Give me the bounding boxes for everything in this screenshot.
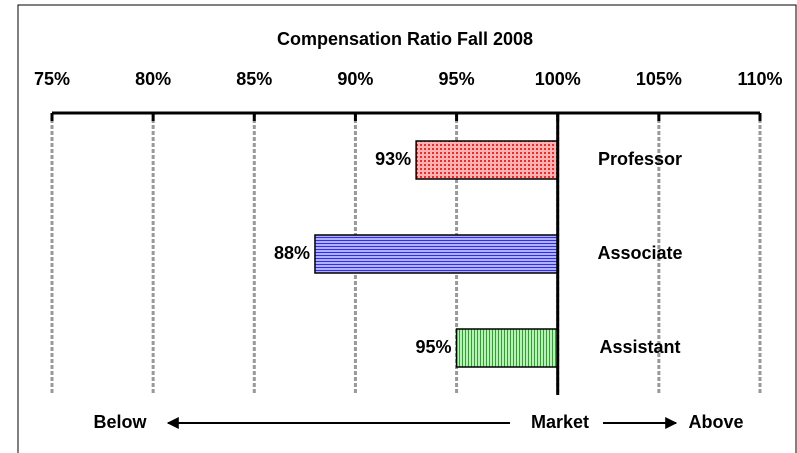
- category-label: Assistant: [599, 337, 680, 357]
- x-tick-label: 95%: [439, 69, 475, 89]
- x-tick-label: 80%: [135, 69, 171, 89]
- x-tick-label: 100%: [535, 69, 581, 89]
- bar: [415, 140, 559, 180]
- x-tick-label: 85%: [236, 69, 272, 89]
- x-tick-label: 75%: [34, 69, 70, 89]
- annotation: Below: [93, 412, 147, 432]
- value-label: 88%: [274, 243, 310, 263]
- category-label: Professor: [598, 149, 682, 169]
- x-tick-label: 110%: [737, 69, 782, 89]
- annotation: Above: [688, 412, 743, 432]
- frame: [17, 4, 797, 453]
- value-label: 93%: [375, 149, 411, 169]
- chart-title: Compensation Ratio Fall 2008: [277, 29, 533, 49]
- annotation: Market: [531, 412, 589, 432]
- bar: [455, 328, 559, 368]
- category-label: Associate: [597, 243, 682, 263]
- x-tick-label: 90%: [337, 69, 373, 89]
- bar: [314, 234, 559, 274]
- value-label: 95%: [416, 337, 452, 357]
- x-tick-label: 105%: [636, 69, 682, 89]
